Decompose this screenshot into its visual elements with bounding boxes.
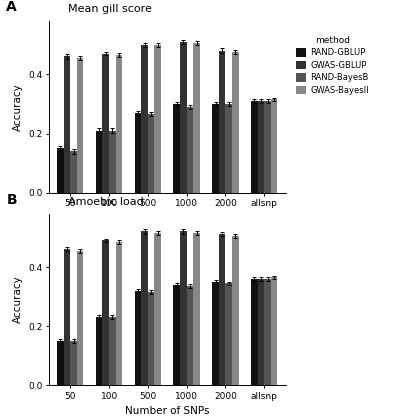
Bar [226, 283, 232, 385]
Bar [258, 101, 264, 193]
Bar [173, 104, 180, 193]
Bar [64, 249, 70, 385]
Bar [173, 285, 180, 385]
Text: Amoebic load: Amoebic load [68, 197, 144, 207]
Bar [96, 131, 102, 193]
Bar [116, 242, 122, 385]
Bar [102, 54, 109, 193]
Bar [219, 51, 226, 193]
Bar [109, 131, 116, 193]
Text: A: A [7, 0, 17, 14]
Bar [271, 277, 277, 385]
Bar [57, 341, 64, 385]
Bar [77, 251, 84, 385]
Bar [70, 151, 77, 193]
Y-axis label: Accuracy: Accuracy [13, 83, 23, 131]
X-axis label: Number of SNPs: Number of SNPs [125, 214, 210, 224]
Bar [187, 286, 193, 385]
Bar [258, 279, 264, 385]
Bar [77, 58, 84, 193]
Bar [109, 317, 116, 385]
Bar [148, 114, 155, 193]
Y-axis label: Accuracy: Accuracy [13, 276, 23, 323]
Bar [180, 41, 187, 193]
Bar [212, 282, 219, 385]
Bar [148, 292, 155, 385]
Bar [180, 231, 187, 385]
X-axis label: Number of SNPs: Number of SNPs [125, 406, 210, 416]
Bar [193, 233, 200, 385]
Bar [187, 107, 193, 193]
Bar [102, 241, 109, 385]
Bar [251, 101, 258, 193]
Bar [96, 317, 102, 385]
Bar [251, 279, 258, 385]
Text: B: B [7, 193, 17, 207]
Bar [232, 52, 239, 193]
Bar [226, 104, 232, 193]
Bar [116, 55, 122, 193]
Bar [232, 236, 239, 385]
Bar [64, 57, 70, 193]
Bar [155, 233, 161, 385]
Bar [212, 104, 219, 193]
Bar [135, 113, 141, 193]
Bar [155, 45, 161, 193]
Bar [264, 279, 271, 385]
Legend: RAND-GBLUP, GWAS-GBLUP, RAND-BayesB, GWAS-BayesII: RAND-GBLUP, GWAS-GBLUP, RAND-BayesB, GWA… [294, 34, 372, 97]
Bar [141, 45, 148, 193]
Bar [193, 43, 200, 193]
Bar [264, 101, 271, 193]
Text: Mean gill score: Mean gill score [68, 4, 152, 14]
Bar [70, 341, 77, 385]
Bar [135, 291, 141, 385]
Bar [271, 99, 277, 193]
Bar [219, 234, 226, 385]
Bar [57, 148, 64, 193]
Bar [141, 231, 148, 385]
